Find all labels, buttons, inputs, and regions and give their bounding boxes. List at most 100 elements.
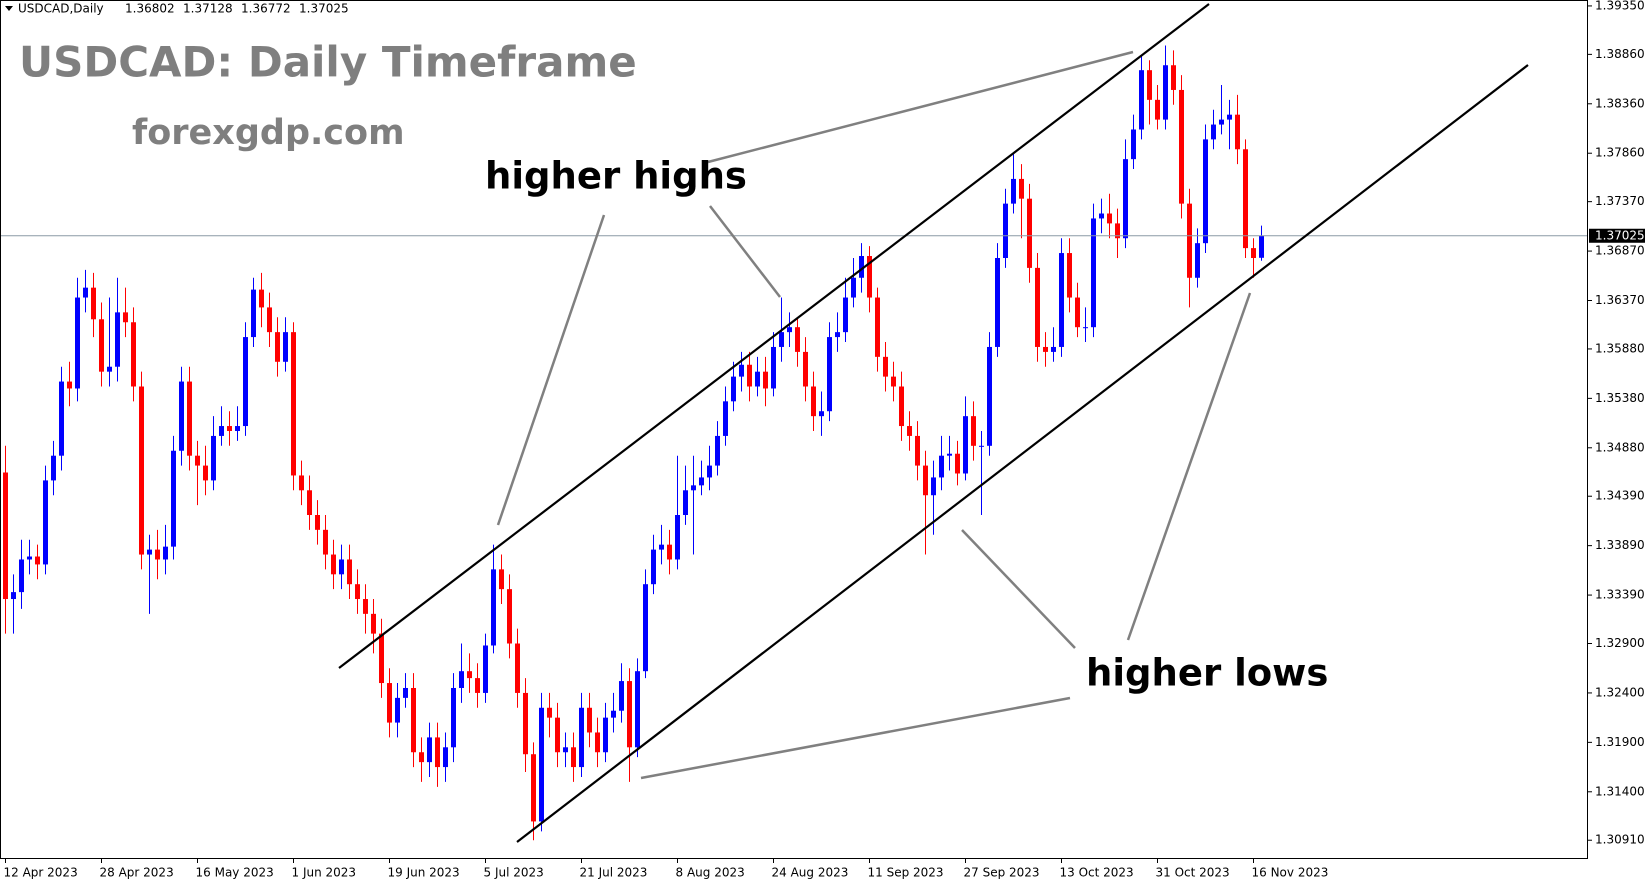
candle-body	[43, 480, 48, 565]
candle-body	[91, 287, 96, 320]
candle-body	[211, 435, 216, 481]
x-tick-label: 5 Jul 2023	[484, 866, 544, 880]
pointers	[496, 50, 1252, 780]
candle-body	[75, 297, 80, 389]
candle-body	[723, 401, 728, 436]
candle-body	[579, 707, 584, 768]
candle-body	[427, 737, 432, 763]
candle-body	[851, 277, 856, 298]
candle-body	[787, 327, 792, 333]
candle-body	[1171, 65, 1176, 90]
y-tick-label: 1.34880	[1595, 440, 1645, 454]
candle-body	[483, 645, 488, 693]
candle-body	[491, 569, 496, 646]
header-close: 1.37025	[299, 2, 349, 16]
candle-body	[1211, 124, 1216, 140]
candle-body	[403, 687, 408, 698]
candle-body	[995, 257, 1000, 347]
candle-body	[1035, 267, 1040, 347]
candle-body	[1179, 89, 1184, 204]
x-tick-label: 16 Nov 2023	[1252, 866, 1329, 880]
candle-body	[899, 386, 904, 427]
candle-body	[1235, 114, 1240, 150]
x-tick-label: 11 Sep 2023	[868, 866, 944, 880]
current-price-label: 1.37025	[1595, 228, 1645, 242]
y-tick-label: 1.35880	[1595, 341, 1645, 355]
candle-body	[883, 356, 888, 377]
candle-body	[99, 319, 104, 372]
candle-body	[675, 515, 680, 560]
x-tick-label: 19 Jun 2023	[388, 866, 460, 880]
candle-body	[107, 366, 112, 372]
candle-body	[171, 450, 176, 547]
candle-body	[915, 435, 920, 466]
candle-body	[203, 465, 208, 481]
candle-body	[667, 544, 672, 560]
candle-body	[147, 549, 152, 555]
x-tick-label: 27 Sep 2023	[964, 866, 1040, 880]
candle-body	[811, 386, 816, 417]
candle-body	[947, 453, 952, 456]
candle-body	[1067, 253, 1072, 298]
candle-body	[931, 477, 936, 496]
candle-body	[1019, 178, 1024, 199]
header-low: 1.36772	[241, 2, 291, 16]
y-tick-label: 1.32400	[1595, 685, 1645, 699]
candle-body	[771, 346, 776, 389]
candle-body	[363, 599, 368, 614]
header-high: 1.37128	[183, 2, 233, 16]
candle-body	[683, 490, 688, 516]
candle-body	[819, 411, 824, 417]
y-tick-label: 1.31400	[1595, 784, 1645, 798]
candle-body	[499, 569, 504, 590]
candle-body	[355, 584, 360, 600]
candle-body	[539, 707, 544, 822]
candle-body	[891, 376, 896, 387]
candle-body	[339, 559, 344, 575]
candle-body	[827, 337, 832, 412]
y-tick-label: 1.39350	[1595, 0, 1645, 12]
x-tick-label: 8 Aug 2023	[676, 866, 745, 880]
candle-body	[299, 475, 304, 491]
candle-body	[371, 613, 376, 634]
candle-body	[315, 515, 320, 530]
candle-body	[59, 381, 64, 456]
pointer-line	[709, 205, 781, 298]
candle-body	[795, 327, 800, 352]
candle-body	[35, 556, 40, 565]
candle-body	[1187, 203, 1192, 278]
candle-body	[347, 559, 352, 585]
y-tick-label: 1.36370	[1595, 293, 1645, 307]
candle-body	[155, 549, 160, 560]
candle-body	[1219, 119, 1224, 125]
candle-body	[507, 589, 512, 644]
candle-body	[307, 490, 312, 516]
annotation: higher lows	[1086, 652, 1328, 695]
y-tick-label: 1.33390	[1595, 588, 1645, 602]
candle-body	[859, 256, 864, 278]
header-symbol: USDCAD,Daily	[18, 2, 104, 16]
y-tick-label: 1.32900	[1595, 636, 1645, 650]
candle-body	[571, 747, 576, 768]
candle-body	[731, 376, 736, 402]
candle-body	[627, 681, 632, 748]
candle-body	[963, 416, 968, 474]
candle-body	[195, 455, 200, 466]
candle-body	[1107, 213, 1112, 224]
candle-body	[939, 455, 944, 478]
candle-body	[395, 697, 400, 723]
candle-body	[259, 289, 264, 308]
candle-body	[635, 671, 640, 748]
candle-body	[547, 707, 552, 718]
candle-body	[219, 426, 224, 436]
candle-body	[603, 717, 608, 753]
candle-body	[1027, 198, 1032, 268]
candle-body	[563, 747, 568, 753]
pointer-line	[1126, 292, 1252, 641]
upper-channel-line	[338, 3, 1210, 669]
y-tick-label: 1.34390	[1595, 489, 1645, 503]
candle-body	[179, 381, 184, 451]
candle-body	[1099, 213, 1104, 219]
